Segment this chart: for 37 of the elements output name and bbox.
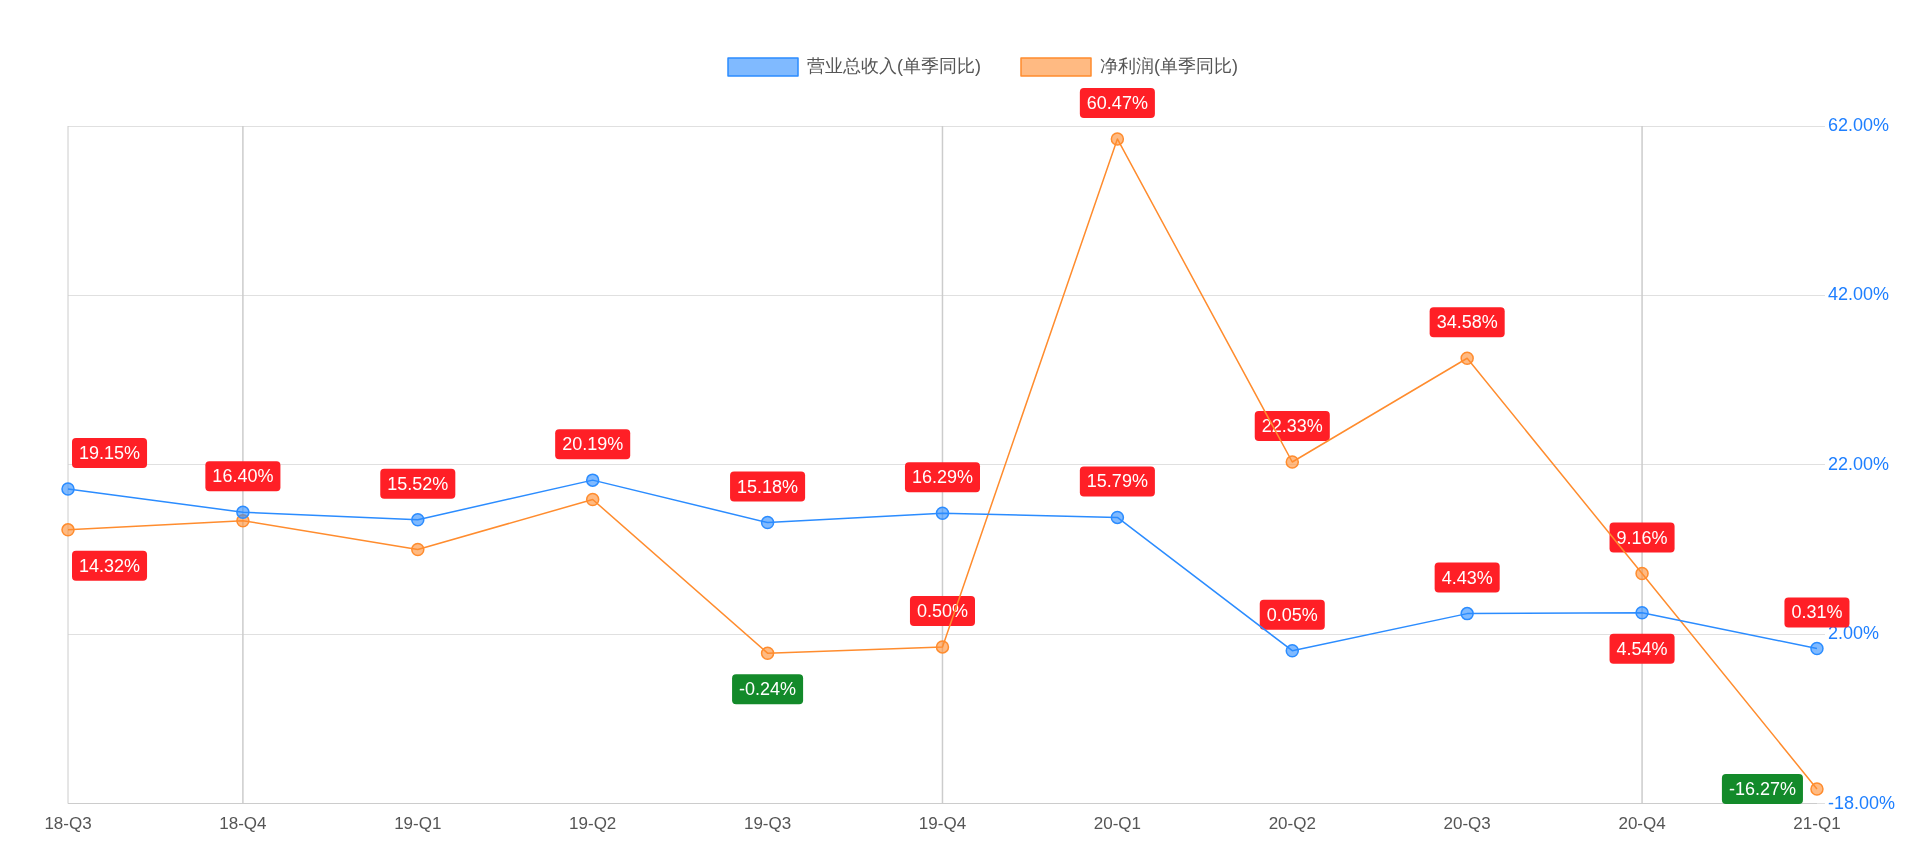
data-label: 34.58% (1436, 312, 1498, 333)
y-tick-label: 62.00% (1827, 114, 1890, 135)
x-tick-label: 19-Q2 (569, 814, 617, 834)
data-label: 22.33% (1261, 415, 1323, 436)
legend-label: 净利润(单季同比) (1100, 55, 1238, 76)
data-label: 16.40% (212, 466, 274, 487)
data-label: 20.19% (562, 434, 624, 455)
x-tick-label: 20-Q3 (1443, 814, 1491, 834)
data-label: 15.79% (1086, 471, 1148, 492)
x-tick-label: 19-Q4 (918, 814, 967, 834)
data-label: 0.31% (1791, 602, 1843, 623)
data-label: 60.47% (1086, 92, 1148, 113)
y-tick-label: 22.00% (1827, 453, 1890, 474)
x-tick-label: 21-Q1 (1793, 814, 1841, 834)
x-tick-label: 18-Q4 (219, 814, 267, 834)
data-label: 0.05% (1266, 604, 1318, 625)
data-label: 15.52% (387, 473, 449, 494)
x-tick-label: 19-Q1 (394, 814, 442, 834)
x-tick-label: 20-Q1 (1093, 814, 1141, 834)
data-label: 9.16% (1616, 527, 1668, 548)
data-label: 14.32% (78, 555, 141, 576)
data-label: 4.43% (1441, 567, 1493, 588)
x-tick-label: 20-Q2 (1268, 814, 1316, 834)
y-tick-label: 2.00% (1827, 623, 1879, 644)
data-label: -16.27% (1728, 778, 1796, 799)
legend-label: 营业总收入(单季同比) (807, 55, 982, 76)
x-tick-label: 20-Q4 (1618, 814, 1666, 834)
data-label: 19.15% (78, 442, 141, 463)
y-tick-label: -18.00% (1827, 792, 1895, 813)
data-label: -0.24% (739, 679, 797, 700)
data-label: 4.54% (1616, 638, 1668, 659)
x-tick-label: 19-Q3 (743, 814, 792, 834)
data-label: 0.50% (916, 600, 968, 621)
data-label: 15.18% (737, 476, 799, 497)
data-label: 16.29% (911, 467, 974, 488)
y-tick-label: 42.00% (1827, 284, 1890, 305)
x-tick-label: 18-Q3 (44, 814, 92, 834)
